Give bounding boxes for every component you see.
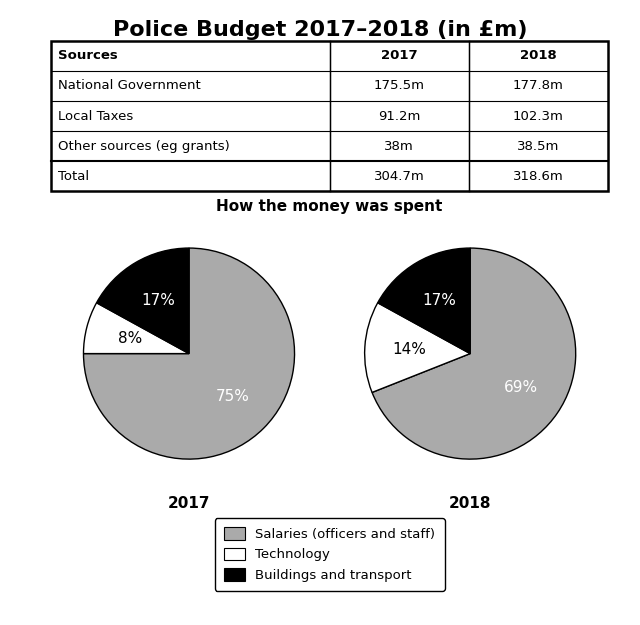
Text: How the money was spent: How the money was spent [216,199,443,214]
Wedge shape [378,248,470,354]
Wedge shape [365,302,470,392]
Text: Local Taxes: Local Taxes [58,109,133,123]
Wedge shape [97,248,189,354]
Text: 318.6m: 318.6m [513,170,564,182]
Text: Police Budget 2017–2018 (in £m): Police Budget 2017–2018 (in £m) [113,20,527,40]
Text: 38m: 38m [385,139,414,152]
Text: 91.2m: 91.2m [378,109,420,123]
Wedge shape [83,248,294,459]
Text: 304.7m: 304.7m [374,170,424,182]
Text: 75%: 75% [216,389,249,404]
Text: 2018: 2018 [449,496,492,511]
Text: 177.8m: 177.8m [513,79,564,92]
Text: 17%: 17% [141,293,175,308]
Text: 69%: 69% [504,381,538,396]
Text: Sources: Sources [58,49,118,62]
Text: 102.3m: 102.3m [513,109,564,123]
Wedge shape [372,248,576,459]
Text: 2017: 2017 [381,49,417,62]
Text: Other sources (eg grants): Other sources (eg grants) [58,139,230,152]
Wedge shape [83,302,189,354]
Text: Total: Total [58,170,89,182]
Text: 8%: 8% [118,331,142,346]
Text: 14%: 14% [392,342,426,357]
Text: 38.5m: 38.5m [517,139,559,152]
Text: 17%: 17% [422,293,456,308]
Legend: Salaries (officers and staff), Technology, Buildings and transport: Salaries (officers and staff), Technolog… [214,518,445,591]
Text: 2018: 2018 [520,49,557,62]
Text: 2017: 2017 [168,496,211,511]
Text: 175.5m: 175.5m [374,79,425,92]
Text: National Government: National Government [58,79,200,92]
